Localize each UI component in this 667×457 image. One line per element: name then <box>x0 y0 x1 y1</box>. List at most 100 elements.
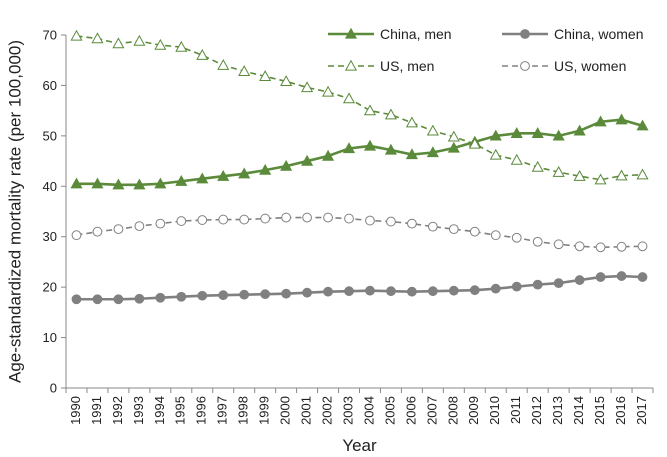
data-point-china-men <box>573 124 586 136</box>
x-tick-label: 1990 <box>68 396 83 425</box>
data-point-us-women <box>386 216 396 227</box>
data-point-us-women <box>427 221 438 232</box>
data-point-china-men <box>405 148 418 160</box>
x-tick-label: 2001 <box>299 396 314 425</box>
data-point-us-women <box>239 214 250 225</box>
data-point-china-women <box>511 281 522 292</box>
data-point-us-women <box>323 212 333 223</box>
data-point-china-men <box>384 143 397 155</box>
legend-item-us-women: US, women <box>502 58 626 74</box>
data-point-china-men <box>594 115 607 127</box>
x-tick-label: 2017 <box>634 396 649 425</box>
data-point-china-men <box>531 127 544 138</box>
legend-marker-us-women <box>520 61 530 71</box>
data-point-us-men <box>615 169 628 181</box>
x-tick-label: 2002 <box>319 396 334 425</box>
data-point-china-women <box>427 286 438 297</box>
x-tick-label: 2005 <box>382 396 397 425</box>
data-point-us-women <box>490 230 501 241</box>
data-point-us-men <box>447 130 460 142</box>
data-point-us-women <box>532 236 543 247</box>
x-tick-label: 2013 <box>550 396 565 425</box>
data-point-us-women <box>574 241 585 252</box>
x-tick-label: 2011 <box>508 396 523 424</box>
data-point-us-men <box>594 173 607 185</box>
data-point-us-women <box>92 226 103 237</box>
data-point-china-women <box>532 279 543 290</box>
series-us-women <box>71 212 648 253</box>
data-point-china-men <box>552 129 565 141</box>
x-tick-label: 1998 <box>236 396 251 425</box>
x-tick-label: 2000 <box>278 396 293 425</box>
legend: China, men China, women US, men US, women <box>328 26 644 74</box>
data-point-china-men <box>301 154 314 166</box>
data-point-china-men <box>447 141 460 153</box>
data-point-us-men <box>363 104 377 116</box>
x-axis-title: Year <box>342 436 377 455</box>
data-point-china-women <box>155 292 166 303</box>
data-point-us-men <box>259 70 272 82</box>
x-tick-label: 2016 <box>613 396 628 425</box>
data-point-china-women <box>637 272 648 282</box>
x-tick-label: 2007 <box>424 396 439 425</box>
data-point-china-women <box>448 285 459 296</box>
x-tick-label: 1999 <box>257 396 272 425</box>
series-us-men <box>70 29 649 185</box>
data-point-china-women <box>113 294 124 305</box>
data-point-china-women <box>197 290 208 301</box>
x-tick-label: 2009 <box>466 396 481 425</box>
x-tick-label: 2015 <box>592 396 607 425</box>
legend-marker-china-men <box>344 27 358 39</box>
data-point-china-men <box>112 178 125 190</box>
data-point-china-women <box>134 293 145 304</box>
data-point-us-men <box>384 108 397 120</box>
legend-label-china-women: China, women <box>554 26 644 42</box>
series-line-china-men <box>76 118 643 187</box>
data-point-china-men <box>280 159 293 171</box>
y-tick-label: 70 <box>43 28 57 43</box>
x-tick-label: 1991 <box>89 396 104 425</box>
data-point-china-men <box>510 127 523 138</box>
x-tick-label: 2004 <box>361 396 376 425</box>
legend-label-us-women: US, women <box>554 58 626 74</box>
x-tick-label: 1997 <box>215 396 230 425</box>
data-point-us-men <box>133 34 146 46</box>
data-point-us-women <box>637 241 648 252</box>
data-point-us-women <box>134 221 145 232</box>
legend-label-us-men: US, men <box>380 58 434 74</box>
data-point-china-men <box>489 129 502 141</box>
x-tick-label: 2003 <box>340 396 355 425</box>
data-point-us-men <box>489 148 502 160</box>
data-point-us-men <box>573 169 586 181</box>
y-tick-label: 40 <box>43 179 57 194</box>
data-point-us-men <box>301 81 314 93</box>
series-china-women <box>71 271 648 305</box>
data-point-china-men <box>238 167 251 179</box>
data-point-us-men <box>636 168 649 180</box>
data-point-us-women <box>511 232 522 243</box>
data-point-china-men <box>259 163 272 175</box>
x-tick-label: 1993 <box>131 396 146 425</box>
data-point-china-women <box>365 285 375 296</box>
data-point-us-men <box>468 137 481 149</box>
data-point-us-men <box>405 116 418 128</box>
x-tick-label: 2014 <box>571 396 586 425</box>
y-tick-label: 20 <box>43 280 57 295</box>
data-point-us-women <box>302 212 312 223</box>
data-point-china-men <box>363 139 377 151</box>
series-layer <box>70 29 649 305</box>
x-tick-label: 2010 <box>487 396 502 425</box>
legend-item-china-women: China, women <box>502 26 644 42</box>
data-point-china-women <box>490 283 501 294</box>
data-point-china-women <box>71 294 82 305</box>
data-point-china-men <box>70 177 83 189</box>
y-tick-label: 50 <box>43 128 57 143</box>
data-point-us-women <box>113 224 124 235</box>
data-point-us-women <box>197 215 208 225</box>
data-point-china-men <box>91 177 104 189</box>
x-tick-label: 2012 <box>529 396 544 425</box>
series-line-us-women <box>76 216 643 249</box>
data-point-us-women <box>365 215 375 226</box>
x-tick-label: 2006 <box>403 396 418 425</box>
